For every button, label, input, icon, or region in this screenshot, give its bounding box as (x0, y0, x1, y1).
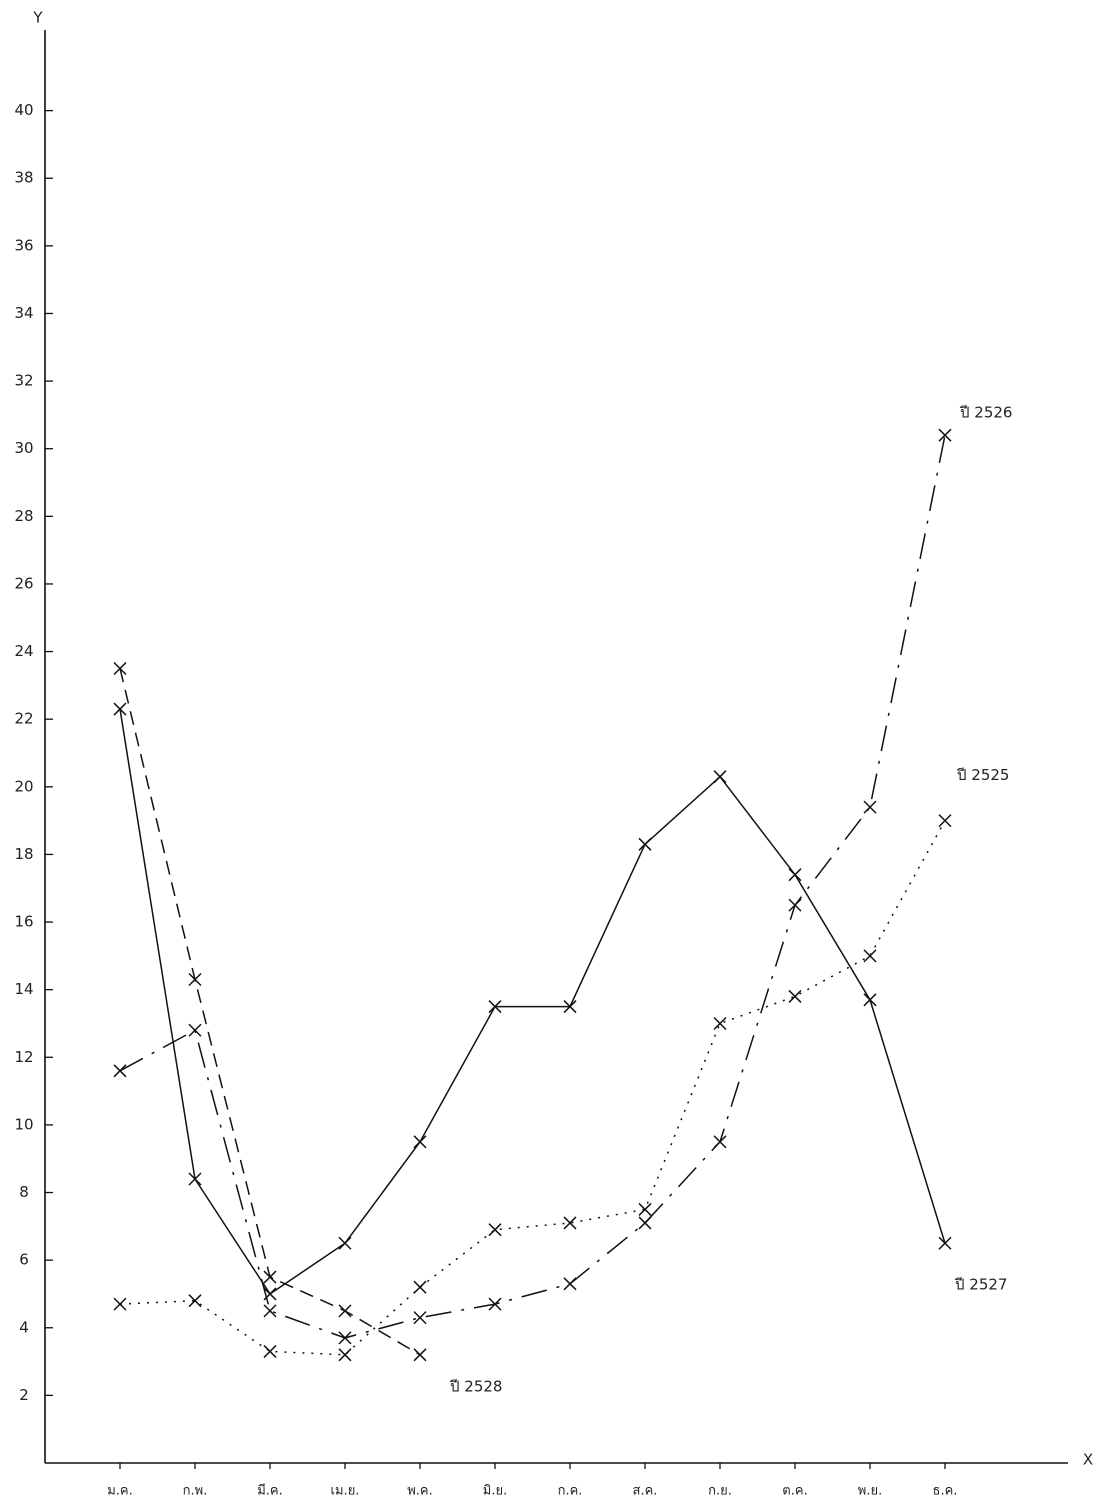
x-tick-label: พ.ค. (407, 1484, 433, 1499)
x-tick-label: ก.พ. (183, 1484, 208, 1499)
series-label: ปี 2526 (959, 404, 1012, 422)
point-marker (938, 814, 952, 828)
y-tick-label: 24 (14, 642, 33, 660)
series: ปี 2528 (113, 661, 502, 1395)
y-tick-label: 40 (14, 101, 33, 119)
point-marker (413, 1280, 427, 1294)
x-tick-label: เม.ย. (331, 1484, 360, 1499)
point-marker (188, 1023, 202, 1037)
y-tick-label: 6 (19, 1251, 29, 1269)
x-tick-label: พ.ย. (858, 1484, 882, 1499)
series: ปี 2526 (113, 404, 1012, 1345)
y-tick-label: 10 (14, 1115, 33, 1133)
point-marker (413, 1348, 427, 1362)
point-marker (113, 1064, 127, 1078)
series-line (119, 668, 421, 1356)
series: ปี 2527 (113, 702, 1007, 1301)
point-marker (113, 702, 127, 716)
point-marker (413, 1311, 427, 1325)
y-tick-label: 26 (14, 574, 33, 592)
series-label: ปี 2527 (954, 1276, 1007, 1294)
point-marker (638, 1202, 652, 1216)
point-marker (563, 1000, 577, 1014)
point-marker (938, 428, 952, 442)
y-tick-label: 8 (19, 1183, 29, 1201)
point-marker (188, 1172, 202, 1186)
y-tick-label: 12 (14, 1048, 33, 1066)
x-axis-label: X (1083, 1451, 1093, 1469)
y-axis-label: Y (32, 9, 43, 27)
series: ปี 2525 (113, 766, 1009, 1362)
series-line (119, 435, 946, 1339)
point-marker (263, 1304, 277, 1318)
point-marker (938, 1236, 952, 1250)
x-tick-label: ต.ค. (782, 1484, 807, 1499)
y-tick-label: 30 (14, 439, 33, 457)
y-tick-label: 22 (14, 710, 33, 728)
point-marker (413, 1135, 427, 1149)
point-marker (188, 972, 202, 987)
y-tick-label: 32 (14, 372, 33, 390)
point-marker (338, 1331, 352, 1345)
y-tick-label: 18 (14, 845, 33, 863)
x-tick-label: ธ.ค. (933, 1484, 958, 1499)
y-tick-label: 4 (19, 1318, 29, 1336)
point-marker (863, 949, 877, 963)
point-marker (188, 1294, 202, 1308)
x-tick-label: ส.ค. (633, 1484, 658, 1499)
point-marker (713, 770, 727, 784)
series-line (119, 708, 946, 1295)
y-tick-label: 16 (14, 913, 33, 931)
x-tick-label: มี.ค. (257, 1483, 283, 1499)
series-label: ปี 2528 (449, 1377, 502, 1395)
point-marker (263, 1270, 277, 1284)
y-tick-label: 36 (14, 236, 33, 254)
point-marker (788, 898, 802, 912)
point-marker (863, 993, 877, 1007)
point-marker (338, 1236, 352, 1250)
y-tick-label: 34 (14, 304, 33, 322)
x-tick-label: ม.ค. (107, 1484, 133, 1499)
point-marker (713, 1016, 727, 1031)
point-marker (338, 1348, 352, 1362)
y-tick-label: 14 (14, 980, 33, 998)
point-marker (488, 1223, 502, 1237)
point-marker (713, 1135, 727, 1149)
point-marker (263, 1344, 277, 1358)
point-marker (638, 1216, 652, 1230)
point-marker (638, 837, 652, 851)
point-marker (563, 1216, 577, 1230)
x-tick-label: มิ.ย. (483, 1484, 507, 1499)
point-marker (488, 1297, 502, 1311)
y-tick-label: 28 (14, 507, 33, 525)
series-label: ปี 2525 (956, 766, 1009, 784)
point-marker (788, 868, 802, 882)
x-tick-label: ก.ค. (558, 1484, 583, 1499)
y-tick-label: 2 (19, 1386, 29, 1404)
x-tick-label: ก.ย. (708, 1484, 732, 1499)
series-line (119, 820, 946, 1356)
point-marker (113, 1297, 127, 1311)
point-marker (563, 1277, 577, 1291)
point-marker (788, 989, 802, 1003)
y-tick-label: 20 (14, 777, 33, 795)
y-tick-label: 38 (14, 169, 33, 187)
point-marker (263, 1287, 277, 1301)
point-marker (863, 800, 877, 814)
point-marker (488, 1000, 502, 1014)
point-marker (113, 661, 127, 676)
point-marker (338, 1304, 352, 1318)
